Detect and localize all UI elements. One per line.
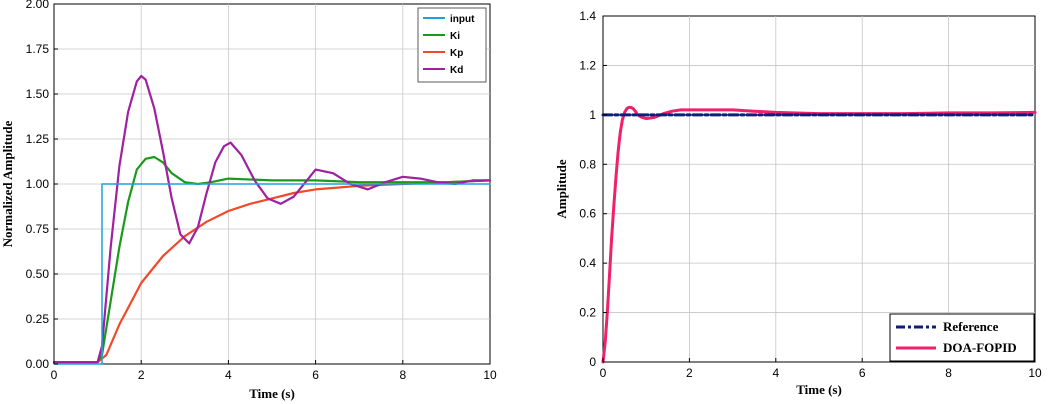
y-tick-label: 0 — [589, 355, 596, 369]
legend-item-reference: Reference — [896, 319, 999, 334]
y-tick-label: 1.75 — [26, 42, 50, 56]
y-tick-label: 0.2 — [579, 306, 596, 320]
y-tick-label: 0.50 — [26, 267, 50, 281]
y-tick-label: 0.8 — [579, 157, 596, 171]
legend-item-kd: Kd — [423, 65, 463, 76]
y-tick-label: 1 — [589, 108, 596, 122]
legend-label-doa-fopid: DOA-FOPID — [943, 340, 1017, 355]
y-tick-label: 0.6 — [579, 207, 596, 221]
y-tick-label: 1.4 — [579, 9, 596, 23]
legend-box-right — [889, 313, 1035, 362]
x-tick-label: 0 — [600, 366, 607, 380]
y-tick-label: 0.25 — [26, 312, 50, 326]
x-axis-title-right: Time (s) — [796, 382, 842, 397]
x-tick-label: 4 — [772, 366, 779, 380]
x-tick-label: 4 — [225, 368, 232, 382]
x-tick-label: 6 — [312, 368, 319, 382]
x-tick-label: 8 — [945, 366, 952, 380]
legend-item-input: input — [423, 14, 475, 25]
x-tick-label: 10 — [483, 368, 497, 382]
y-ticks-left: 0.00 0.25 0.50 0.75 1.00 1.25 1.50 1.75 2.00 — [26, 0, 58, 371]
legend-label-ki: Ki — [450, 31, 460, 42]
legend-label-kd: Kd — [450, 65, 463, 76]
legend-label-input: input — [450, 14, 475, 25]
legend-right: Reference DOA-FOPID — [889, 313, 1035, 362]
chart-right: 0 0.2 0.4 0.6 0.8 1 1.2 1.4 0 2 4 6 8 10 Time (s) Am… — [554, 9, 1042, 397]
x-tick-label: 6 — [859, 366, 866, 380]
x-tick-label: 2 — [686, 366, 693, 380]
legend-item-doa-fopid: DOA-FOPID — [896, 340, 1017, 355]
y-tick-label: 2.00 — [26, 0, 50, 11]
series-line-kd — [52, 74, 492, 364]
x-tick-label: 10 — [1028, 366, 1042, 380]
legend-left: input Ki Kp Kd — [417, 7, 487, 83]
x-ticks-left: 0 2 4 6 8 10 — [51, 360, 497, 382]
y-tick-label: 1.50 — [26, 87, 50, 101]
y-tick-label: 0.00 — [26, 357, 50, 371]
legend-item-kp: Kp — [423, 48, 463, 59]
y-tick-label: 0.4 — [579, 256, 596, 270]
series-lines-left — [52, 74, 492, 365]
y-tick-label: 1.2 — [579, 58, 596, 72]
series-lines-right — [601, 105, 1037, 364]
x-axis-title-left: Time (s) — [249, 386, 295, 401]
x-tick-label: 0 — [51, 368, 58, 382]
legend-item-ki: Ki — [423, 31, 460, 42]
y-axis-title-right: Amplitude — [554, 159, 569, 218]
x-tick-label: 8 — [399, 368, 406, 382]
y-tick-label: 1.25 — [26, 132, 50, 146]
chart-left: 0.00 0.25 0.50 0.75 1.00 1.25 1.50 1.75 2.00 0 2 4… — [0, 0, 497, 401]
series-line-input — [53, 183, 491, 365]
legend-label-reference: Reference — [943, 319, 999, 334]
x-tick-label: 2 — [138, 368, 145, 382]
y-tick-label: 1.00 — [26, 177, 50, 191]
plot-area-right — [602, 15, 1036, 363]
y-tick-label: 0.75 — [26, 222, 50, 236]
legend-label-kp: Kp — [450, 48, 463, 59]
y-ticks-right: 0 0.2 0.4 0.6 0.8 1 1.2 1.4 — [579, 9, 607, 369]
y-axis-title-left: Normalized Amplitude — [0, 120, 15, 247]
